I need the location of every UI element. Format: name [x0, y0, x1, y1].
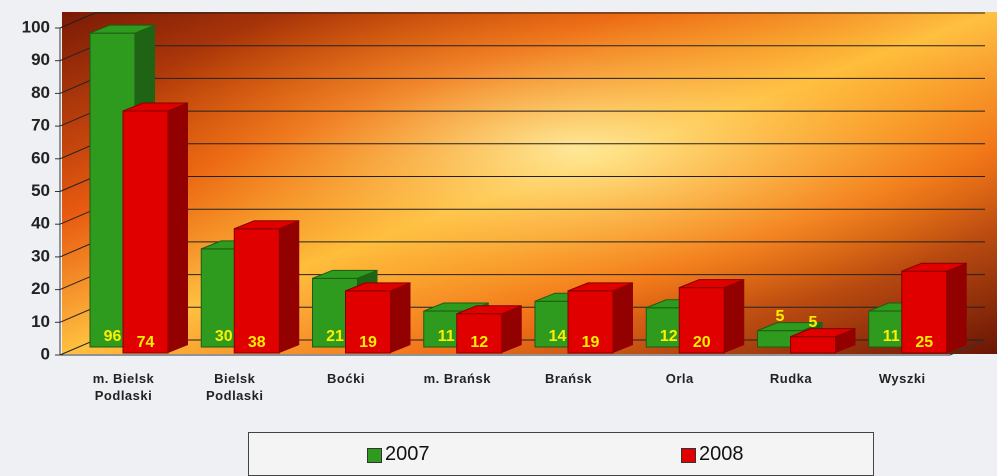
legend: 2007 2008 — [248, 432, 874, 476]
data-label: 74 — [137, 334, 155, 351]
legend-label: 2007 — [385, 443, 430, 466]
bar — [123, 111, 168, 353]
legend-swatch — [367, 448, 382, 463]
y-tick-label: 0 — [41, 344, 50, 363]
x-tick-label: Rudka — [734, 370, 849, 387]
x-tick-label: Orla — [622, 370, 737, 387]
data-label: 19 — [359, 334, 377, 351]
y-tick-label: 60 — [31, 148, 50, 167]
y-tick-label: 90 — [31, 50, 50, 69]
data-label: 96 — [104, 328, 122, 345]
data-label: 11 — [438, 328, 455, 345]
y-tick-label: 100 — [22, 17, 50, 36]
data-label: 12 — [470, 334, 488, 351]
x-tick-label: Boćki — [289, 370, 404, 387]
bar-side — [279, 221, 299, 353]
legend-label: 2008 — [699, 443, 744, 466]
y-tick-label: 30 — [31, 246, 50, 265]
y-tick-label: 50 — [31, 181, 50, 200]
y-tick-label: 20 — [31, 279, 50, 298]
bar-side — [613, 283, 633, 353]
data-label: 11 — [883, 328, 900, 345]
legend-swatch — [681, 448, 696, 463]
x-tick-label: m. Bielsk Podlaski — [66, 370, 181, 404]
data-label: 12 — [660, 328, 678, 345]
data-label: 21 — [326, 328, 344, 345]
data-label: 5 — [776, 308, 785, 325]
x-tick-label: Brańsk — [511, 370, 626, 387]
chart: 0 10 20 30 40 50 60 70 80 90 100 96 74 30 38 21 19 11 12 14… — [0, 0, 997, 430]
bar — [791, 337, 836, 353]
y-tick-label: 70 — [31, 116, 50, 135]
bar-side — [391, 283, 411, 353]
data-label: 38 — [248, 334, 266, 351]
bar-side — [724, 280, 744, 353]
page: 0 10 20 30 40 50 60 70 80 90 100 96 74 30 38 21 19 11 12 14… — [0, 0, 997, 476]
data-label: 5 — [809, 314, 818, 331]
data-label: 25 — [915, 334, 933, 351]
x-tick-label: Wyszki — [845, 370, 960, 387]
bar-side — [502, 306, 522, 353]
data-label: 20 — [693, 334, 711, 351]
data-label: 30 — [215, 328, 233, 345]
x-tick-label: m. Brańsk — [400, 370, 515, 387]
y-tick-label: 80 — [31, 83, 50, 102]
y-tick-label: 10 — [31, 312, 50, 331]
data-label: 19 — [582, 334, 600, 351]
y-tick-label: 40 — [31, 214, 50, 233]
data-label: 14 — [549, 328, 567, 345]
bar-side — [168, 103, 188, 353]
x-tick-label: Bielsk Podlaski — [177, 370, 292, 404]
bar-side — [947, 263, 967, 353]
